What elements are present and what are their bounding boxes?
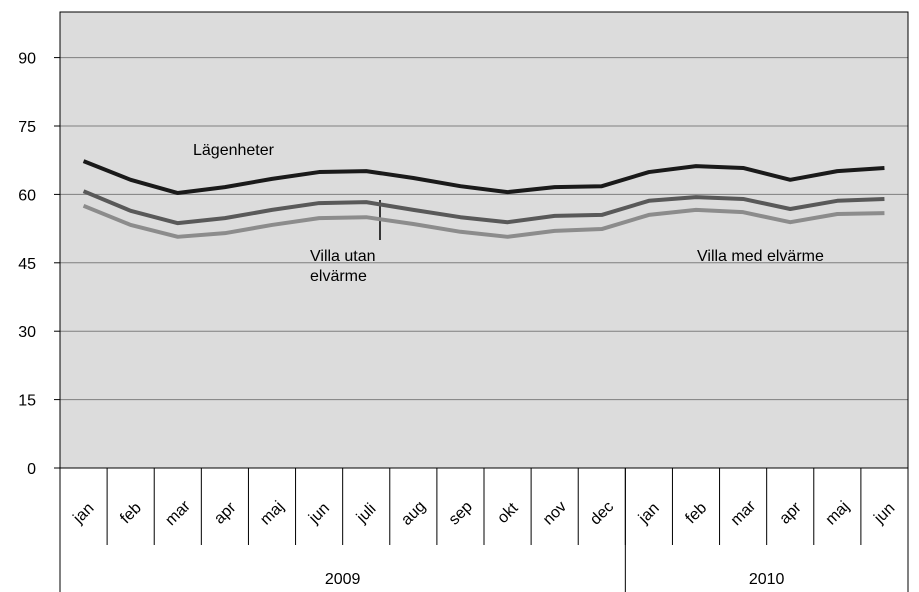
x-tick-label: juli (353, 500, 380, 527)
x-tick-label: jan (635, 500, 663, 528)
series-line (82, 189, 885, 226)
series-line (82, 203, 885, 239)
y-tick-label: 45 (18, 256, 36, 273)
group-label: 2009 (325, 571, 361, 588)
y-tick-label: 90 (18, 51, 36, 68)
plot-area (60, 12, 908, 468)
x-tick-label: aug (398, 498, 429, 529)
x-tick-label: feb (682, 499, 710, 527)
x-tick-label: maj (823, 498, 853, 528)
x-tick-label: mar (728, 497, 760, 529)
x-tick-label: feb (117, 499, 145, 527)
series-label: Lägenheter (193, 142, 274, 159)
y-tick-label: 15 (18, 393, 36, 410)
y-tick-label: 75 (18, 119, 36, 136)
y-tick-label: 30 (18, 324, 36, 341)
x-tick-label: maj (257, 498, 287, 528)
x-tick-label: apr (211, 499, 240, 528)
x-tick-label: jan (70, 500, 98, 528)
group-label: 2010 (749, 571, 785, 588)
x-tick-label: sep (446, 498, 476, 528)
y-tick-label: 60 (18, 187, 36, 204)
series-line (82, 159, 885, 196)
x-tick-label: apr (776, 499, 805, 528)
x-tick-label: nov (540, 498, 570, 528)
series-label: Villa utan elvärme (310, 248, 376, 285)
series-label: Villa med elvärme (697, 248, 824, 265)
x-tick-label: dec (587, 498, 617, 528)
x-tick-label: okt (494, 499, 522, 527)
y-tick-label: 0 (27, 461, 36, 478)
x-tick-label: jun (871, 500, 899, 528)
x-tick-label: jun (305, 500, 333, 528)
x-tick-label: mar (162, 497, 194, 529)
